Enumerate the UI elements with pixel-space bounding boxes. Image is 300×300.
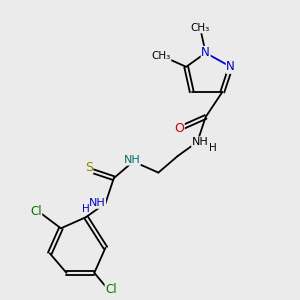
- Text: NH: NH: [89, 198, 106, 208]
- Text: S: S: [85, 160, 93, 173]
- Text: O: O: [174, 122, 184, 135]
- Text: CH₃: CH₃: [190, 23, 210, 33]
- Text: Cl: Cl: [105, 283, 117, 296]
- Text: CH₃: CH₃: [152, 51, 171, 61]
- Text: N: N: [201, 46, 210, 59]
- Text: N: N: [226, 60, 235, 73]
- Text: H: H: [209, 143, 217, 153]
- Text: NH: NH: [192, 137, 208, 147]
- Text: H: H: [82, 204, 90, 214]
- Text: NH: NH: [124, 155, 140, 165]
- Text: Cl: Cl: [30, 205, 42, 218]
